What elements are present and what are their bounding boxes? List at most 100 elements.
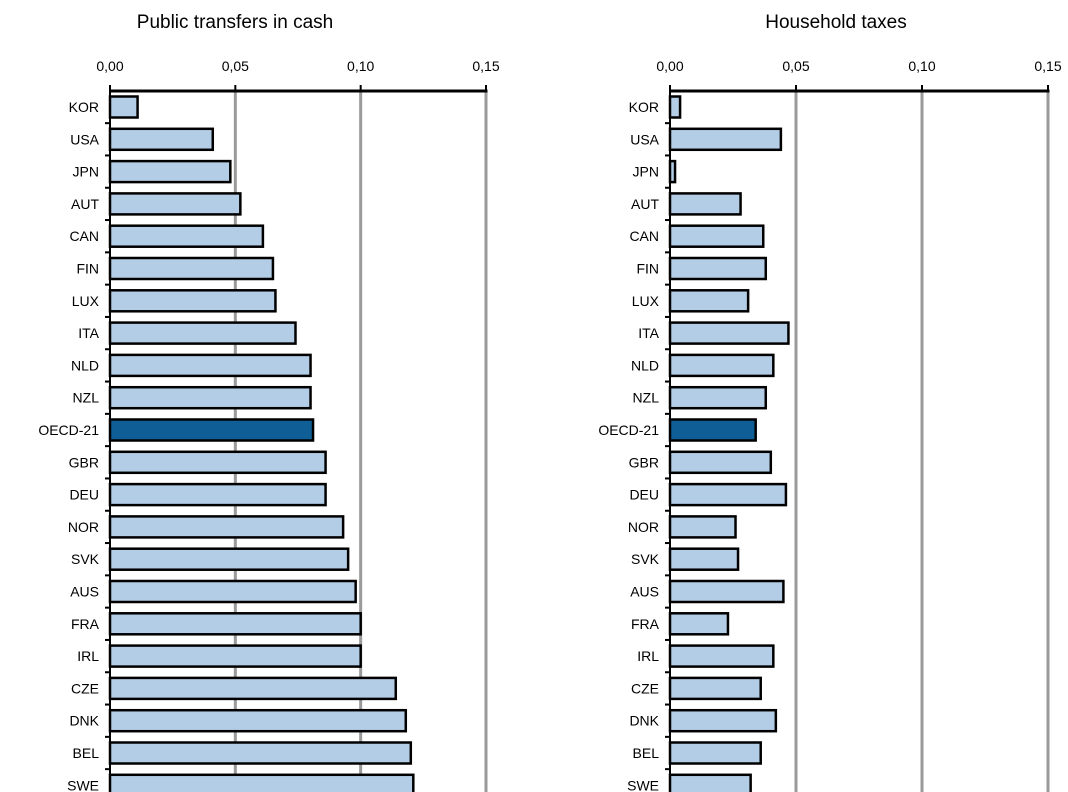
category-label: KOR [629,99,659,115]
bar [668,612,730,636]
bar [108,385,312,410]
bar [668,482,788,507]
category-label: CZE [631,680,659,696]
bar [668,515,737,539]
bar [668,773,752,792]
category-label: AUT [71,196,99,212]
bar [108,256,275,281]
category-label: CZE [71,680,99,696]
bar [668,289,750,313]
x-tick-label: 0,00 [656,58,683,74]
category-label: BEL [73,745,100,761]
category-label: OECD-21 [598,422,659,438]
bar [108,353,312,378]
bar [108,482,327,507]
bar [108,676,398,701]
category-label: SWE [627,777,659,792]
bar [668,741,762,765]
category-label: FRA [631,616,660,632]
x-tick-label: 0,05 [782,58,809,74]
category-label: NLD [71,357,99,373]
bar [668,127,783,152]
category-label: CAN [69,228,99,244]
bar [108,547,350,571]
category-label: BEL [633,745,660,761]
bar [108,515,345,539]
category-label: SWE [67,777,99,792]
bar [668,708,778,733]
x-tick-label: 0,15 [472,58,499,74]
bar [108,289,277,313]
category-label: ITA [638,325,659,341]
bar [108,321,297,345]
bar [668,159,677,184]
category-label: IRL [637,648,659,664]
bar [668,418,757,442]
category-label: USA [630,131,659,147]
chart-panel-public-transfers: Public transfers in cash 0,00 0,05 0,10 0,1… [38,12,500,792]
bar [668,321,790,345]
category-label: DNK [69,713,99,729]
category-label: OECD-21 [38,422,99,438]
bar [108,418,315,442]
category-label: LUX [72,293,100,309]
x-tick-label: 0,15 [1034,58,1061,74]
bar [668,256,768,281]
bar [108,159,232,184]
category-label: DEU [69,487,99,503]
bar [668,579,785,604]
category-label: KOR [69,99,99,115]
category-label: NZL [73,390,100,406]
x-tick-label: 0,10 [347,58,374,74]
category-label: DEU [629,487,659,503]
category-label: AUT [631,196,659,212]
bar [108,127,215,152]
bar [108,224,265,248]
category-label: GBR [69,454,99,470]
category-label: IRL [77,648,99,664]
bar [108,450,327,475]
category-label: JPN [633,164,659,180]
category-label: NZL [633,390,660,406]
bar [668,450,773,475]
chart-panel-household-taxes: Household taxes 0,00 0,05 0,10 0,15 KOR USA JP… [598,12,1062,792]
bar [668,644,775,668]
category-label: NLD [631,357,659,373]
category-label: GBR [629,454,659,470]
bar [108,95,139,119]
x-tick-label: 0,00 [96,58,123,74]
chart-title: Public transfers in cash [137,12,333,33]
category-label: FRA [71,616,100,632]
x-tick-label: 0,10 [908,58,935,74]
bar [108,773,415,792]
bar [668,385,768,410]
bar [108,579,357,604]
bar [108,192,242,216]
category-label: AUS [70,584,99,600]
chart-title: Household taxes [765,12,907,33]
category-label: LUX [632,293,660,309]
bar [668,224,765,248]
category-label: FIN [76,261,99,277]
category-label: SVK [631,551,660,567]
x-tick-label: 0,05 [222,58,249,74]
category-label: SVK [71,551,100,567]
category-label: CAN [629,228,659,244]
bar [108,741,413,765]
category-label: NOR [628,519,659,535]
bar [668,547,740,571]
bar [668,192,742,216]
bar [668,353,775,378]
category-label: DNK [629,713,659,729]
category-label: ITA [78,325,99,341]
category-label: NOR [68,519,99,535]
category-label: AUS [630,584,659,600]
category-label: USA [70,131,99,147]
bar [108,644,362,668]
category-label: JPN [73,164,99,180]
bar [108,612,362,636]
category-label: FIN [636,261,659,277]
bar [108,708,408,733]
bar [668,95,682,119]
